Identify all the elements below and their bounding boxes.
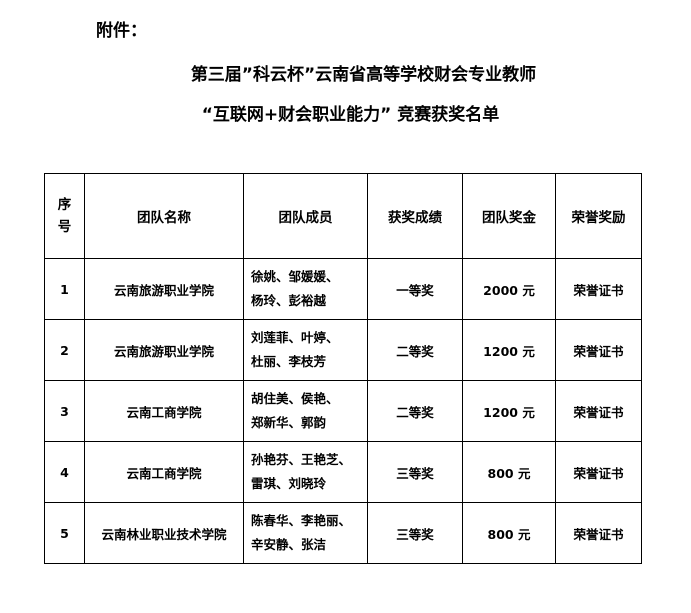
members-line: 孙艳芬、王艳芝、 xyxy=(251,452,352,467)
members-line: 徐姚、邹媛媛、 xyxy=(251,269,339,284)
team-members: 孙艳芬、王艳芝、 雷琪、刘晓玲 xyxy=(243,441,368,503)
members-line: 雷琪、刘晓玲 xyxy=(251,476,327,491)
team-name: 云南工商学院 xyxy=(84,441,244,503)
row-number: 3 xyxy=(44,380,85,442)
award-level: 二等奖 xyxy=(367,319,463,381)
title-line-2: “互联网+财会职业能力” 竞赛获奖名单 xyxy=(201,105,500,125)
col-header-no: 序号 xyxy=(44,173,85,259)
team-name: 云南旅游职业学院 xyxy=(84,258,244,320)
attachment-label: 附件： xyxy=(96,21,147,41)
table-row: 2 云南旅游职业学院 刘莲菲、叶婷、 杜丽、李枝芳 二等奖 1200 元荣誉证书 xyxy=(44,319,642,381)
team-bonus: 2000 元 xyxy=(462,258,556,320)
honor-award: 荣誉证书 xyxy=(555,319,642,381)
team-bonus: 800 元 xyxy=(462,502,556,564)
members-line: 杨玲、彭裕越 xyxy=(251,293,327,308)
honor-award: 荣誉证书 xyxy=(555,441,642,503)
row-number: 1 xyxy=(44,258,85,320)
award-level: 三等奖 xyxy=(367,502,463,564)
award-level: 一等奖 xyxy=(367,258,463,320)
team-members: 刘莲菲、叶婷、 杜丽、李枝芳 xyxy=(243,319,368,381)
award-table: 序号 团队名称 团队成员 获奖成绩 团队奖金 荣誉奖励 1 云南旅游职业学院 徐姚、… xyxy=(44,173,642,564)
award-level: 三等奖 xyxy=(367,441,463,503)
row-number: 4 xyxy=(44,441,85,503)
table-row: 4 云南工商学院 孙艳芬、王艳芝、 雷琪、刘晓玲 三等奖 800 元荣誉证书 xyxy=(44,441,642,503)
team-name: 云南工商学院 xyxy=(84,380,244,442)
col-header-award: 获奖成绩 xyxy=(367,173,463,259)
members-line: 刘莲菲、叶婷、 xyxy=(251,330,339,345)
table-row: 1 云南旅游职业学院 徐姚、邹媛媛、 杨玲、彭裕越 一等奖 2000 元荣誉证书 xyxy=(44,258,642,320)
col-header-bonus: 团队奖金 xyxy=(462,173,556,259)
members-line: 陈春华、李艳丽、 xyxy=(251,513,352,528)
members-line: 杜丽、李枝芳 xyxy=(251,354,327,369)
team-bonus: 800 元 xyxy=(462,441,556,503)
table-row: 5 云南林业职业技术学院 陈春华、李艳丽、 辛安静、张洁 三等奖 800 元荣誉证书 xyxy=(44,502,642,564)
members-line: 胡住美、侯艳、 xyxy=(251,391,339,406)
honor-award: 荣誉证书 xyxy=(555,258,642,320)
members-line: 辛安静、张洁 xyxy=(251,537,327,552)
team-name: 云南旅游职业学院 xyxy=(84,319,244,381)
col-header-team: 团队名称 xyxy=(84,173,244,259)
team-name: 云南林业职业技术学院 xyxy=(84,502,244,564)
team-members: 胡住美、侯艳、 郑新华、郭韵 xyxy=(243,380,368,442)
team-members: 徐姚、邹媛媛、 杨玲、彭裕越 xyxy=(243,258,368,320)
row-number: 5 xyxy=(44,502,85,564)
honor-award: 荣誉证书 xyxy=(555,380,642,442)
col-header-honor: 荣誉奖励 xyxy=(555,173,642,259)
award-level: 二等奖 xyxy=(367,380,463,442)
team-bonus: 1200 元 xyxy=(462,319,556,381)
team-members: 陈春华、李艳丽、 辛安静、张洁 xyxy=(243,502,368,564)
table-header-row: 序号 团队名称 团队成员 获奖成绩 团队奖金 荣誉奖励 xyxy=(44,173,642,259)
members-line: 郑新华、郭韵 xyxy=(251,415,327,430)
title-line-1: 第三届”科云杯”云南省高等学校财会专业教师 xyxy=(190,65,537,85)
col-header-members: 团队成员 xyxy=(243,173,368,259)
table-row: 3 云南工商学院 胡住美、侯艳、 郑新华、郭韵 二等奖 1200 元荣誉证书 xyxy=(44,380,642,442)
honor-award: 荣誉证书 xyxy=(555,502,642,564)
team-bonus: 1200 元 xyxy=(462,380,556,442)
row-number: 2 xyxy=(44,319,85,381)
